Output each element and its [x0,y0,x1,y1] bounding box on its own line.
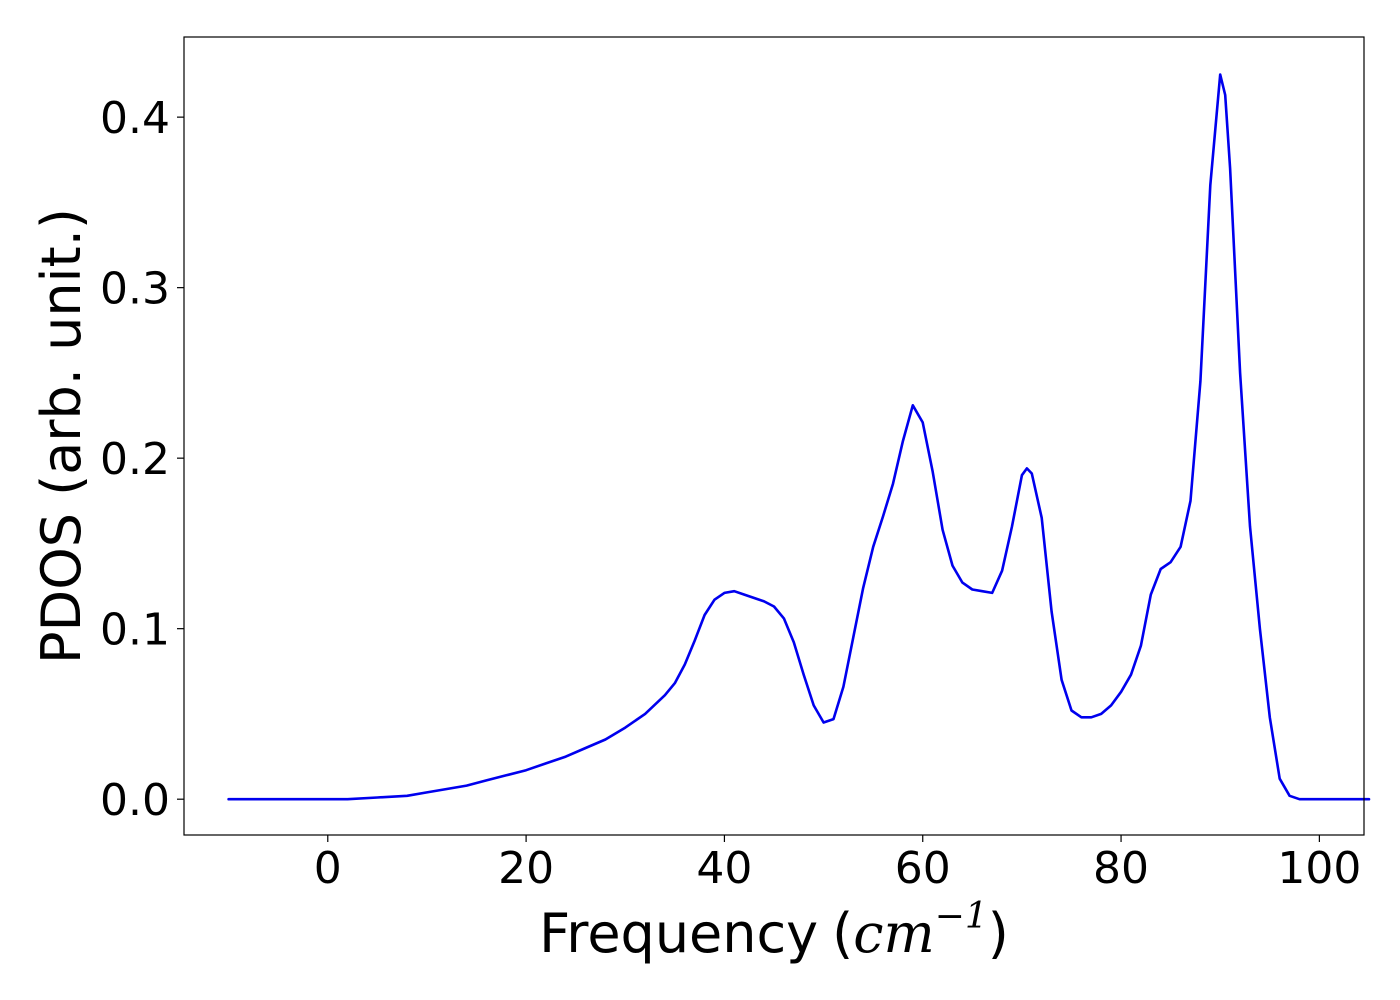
y-tick-label: 0.2 [100,434,170,485]
x-axis-label-paren-open: ( [832,902,853,965]
plot-frame [183,36,1365,836]
x-tick-label: 100 [1277,843,1361,894]
y-tick-label: 0.0 [100,775,170,826]
x-axis-label-unit-exponent: −1 [935,896,988,937]
y-axis-label: PDOS (arb. unit.) [30,208,93,664]
y-tick-label: 0.3 [100,264,170,315]
x-axis-label-text: Frequency [539,902,818,965]
pdos-line [227,73,1371,801]
y-axis-ticks: 0.0 0.1 0.2 0.3 0.4 [100,93,184,826]
y-tick-label: 0.1 [100,605,170,656]
x-axis-ticks: 0 20 40 60 80 100 [314,835,1361,894]
y-tick-label: 0.4 [100,93,170,144]
x-tick-label: 40 [696,843,752,894]
x-tick-label: 60 [895,843,951,894]
x-tick-label: 20 [498,843,554,894]
x-axis-label: Frequency (cm−1) [539,896,1009,965]
x-axis-label-paren-close: ) [988,902,1009,965]
x-tick-label: 0 [314,843,342,894]
x-axis-label-unit-base: cm [853,902,934,965]
x-tick-label: 80 [1093,843,1149,894]
